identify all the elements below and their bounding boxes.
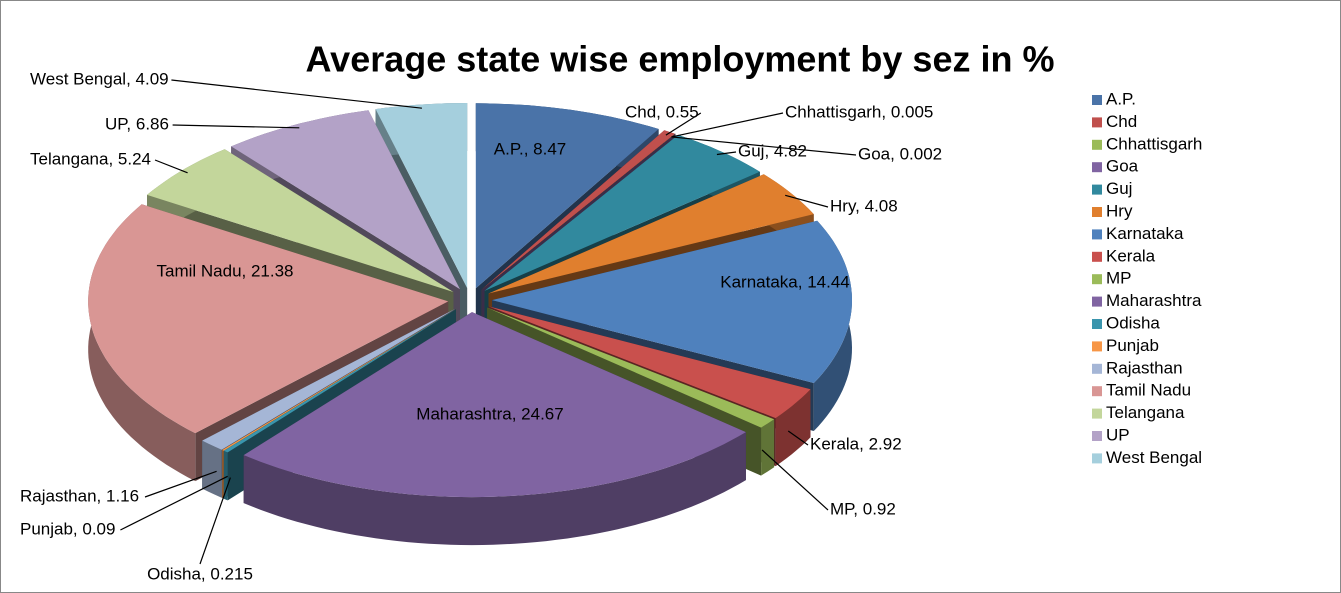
leader-line — [785, 194, 829, 208]
slice-side — [243, 432, 746, 546]
slice-side — [222, 450, 224, 499]
slice-top — [475, 103, 659, 289]
legend-swatch — [1092, 363, 1102, 374]
data-label: Goa, 0.002 — [858, 144, 942, 163]
legend-swatch — [1092, 162, 1102, 173]
legend-label: Karnataka — [1106, 224, 1184, 243]
legend-swatch — [1092, 296, 1102, 307]
legend-swatch — [1092, 408, 1102, 419]
legend-label: West Bengal — [1106, 448, 1202, 467]
data-label: Punjab, 0.09 — [20, 519, 115, 538]
slice-side — [761, 419, 775, 476]
slice-top — [492, 220, 852, 383]
legend-swatch — [1092, 431, 1102, 441]
leader-line — [171, 79, 422, 109]
slice-side — [202, 440, 222, 498]
leader-line — [671, 112, 784, 138]
leader-line — [172, 124, 300, 129]
legend-swatch — [1092, 251, 1102, 262]
slice-top — [481, 130, 675, 290]
data-label: Chhattisgarh, 0.005 — [785, 102, 933, 121]
slice-top — [488, 174, 814, 294]
data-label: West Bengal, 4.09 — [30, 69, 169, 88]
data-label: Kerala, 2.92 — [810, 434, 902, 453]
slice-top — [481, 133, 676, 290]
slice-top — [484, 134, 760, 291]
legend-swatch — [1092, 184, 1102, 195]
slice-top — [231, 110, 460, 290]
leader-line — [716, 151, 737, 156]
slice-top — [481, 133, 676, 290]
data-label: MP, 0.92 — [830, 499, 896, 518]
legend-label: A.P. — [1106, 89, 1136, 108]
leader-line — [144, 470, 217, 498]
legend-swatch — [1092, 341, 1102, 352]
legend-swatch — [1092, 453, 1102, 464]
slice-top — [223, 309, 456, 453]
slice-top — [487, 307, 775, 428]
legend-label: MP — [1106, 269, 1132, 288]
legend-swatch — [1092, 386, 1102, 397]
data-label: Rajasthan, 1.16 — [20, 486, 139, 505]
slice-top — [488, 306, 811, 419]
legend-swatch — [1092, 274, 1102, 285]
legend-swatch — [1092, 139, 1102, 150]
data-label: Tamil Nadu, 21.38 — [156, 261, 293, 280]
leader-line — [665, 112, 702, 136]
slice-top — [243, 312, 746, 498]
data-label: UP, 6.86 — [105, 114, 169, 133]
leader-line — [761, 449, 829, 511]
chart-title: Average state wise employment by sez in … — [306, 39, 1055, 80]
leader-line — [120, 475, 228, 531]
slice-top — [375, 103, 468, 288]
data-label: Guj, 4.82 — [738, 141, 807, 160]
legend-label: Maharashtra — [1106, 291, 1202, 310]
slice — [243, 312, 746, 546]
slice-top — [222, 309, 456, 451]
leader-line — [787, 430, 809, 446]
slice-top — [88, 204, 449, 434]
slice-top — [202, 308, 456, 450]
legend-label: Guj — [1106, 179, 1132, 198]
legend-label: Punjab — [1106, 336, 1159, 355]
slice-top — [147, 149, 454, 292]
legend-swatch — [1092, 229, 1102, 240]
data-label: Hry, 4.08 — [830, 196, 898, 215]
data-label: A.P., 8.47 — [494, 139, 566, 158]
slice-side — [775, 389, 811, 467]
legend-swatch — [1092, 319, 1102, 329]
legend-label: Rajasthan — [1106, 358, 1183, 377]
legend-label: Telangana — [1106, 403, 1185, 422]
legend-label: Goa — [1106, 157, 1139, 176]
leader-line — [671, 136, 857, 156]
legend-label: Tamil Nadu — [1106, 381, 1191, 400]
data-label: Maharashtra, 24.67 — [416, 404, 563, 423]
leader-line — [154, 159, 188, 174]
data-label: Karnataka, 14.44 — [720, 272, 849, 291]
legend-label: Odisha — [1106, 313, 1160, 332]
legend-label: Chd — [1106, 112, 1137, 131]
data-label: Odisha, 0.215 — [147, 564, 253, 583]
legend-label: Chhattisgarh — [1106, 134, 1202, 153]
legend-swatch — [1092, 117, 1102, 128]
legend-label: Kerala — [1106, 246, 1156, 265]
leader-line — [199, 477, 231, 565]
legend-label: UP — [1106, 425, 1130, 444]
data-label: Chd, 0.55 — [625, 102, 699, 121]
legend-label: Hry — [1106, 201, 1133, 220]
legend-swatch — [1092, 95, 1102, 105]
legend-swatch — [1092, 207, 1102, 217]
data-label: Telangana, 5.24 — [30, 149, 151, 168]
